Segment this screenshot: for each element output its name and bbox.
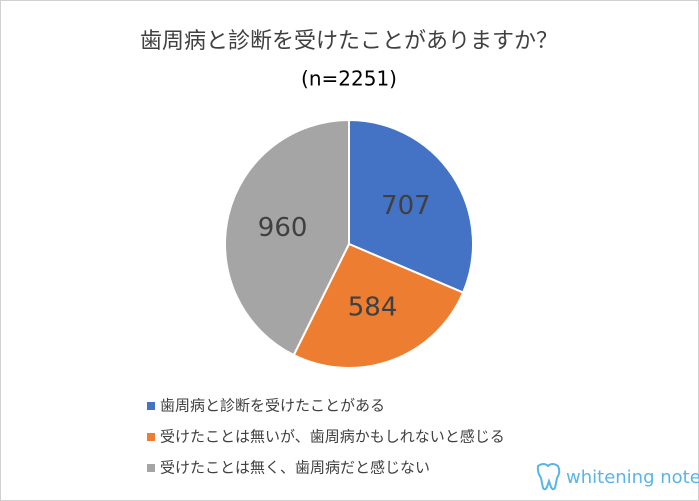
data-label: 707 <box>381 191 431 221</box>
pie-slice <box>348 118 474 294</box>
data-label: 960 <box>258 213 308 243</box>
tooth-icon <box>536 463 561 491</box>
chart-title: 歯周病と診断を受けたことがありますか？ <box>140 29 558 54</box>
pie-slice <box>224 118 350 357</box>
watermark-text: whitening note <box>566 467 699 488</box>
pie-slice <box>292 242 465 369</box>
legend-swatch <box>147 464 155 472</box>
legend-label: 受けたことは無く、歯周病だと感じない <box>160 459 430 477</box>
legend-label: 受けたことは無いが、歯周病かもしれないと感じる <box>160 428 505 446</box>
legend-swatch <box>147 402 155 410</box>
legend-label: 歯周病と診断を受けたことがある <box>160 397 385 415</box>
chart-subtitle: (n=2251) <box>301 67 397 91</box>
legend-swatch <box>147 433 155 441</box>
data-label: 584 <box>348 292 398 322</box>
watermark: whitening note <box>536 463 699 491</box>
